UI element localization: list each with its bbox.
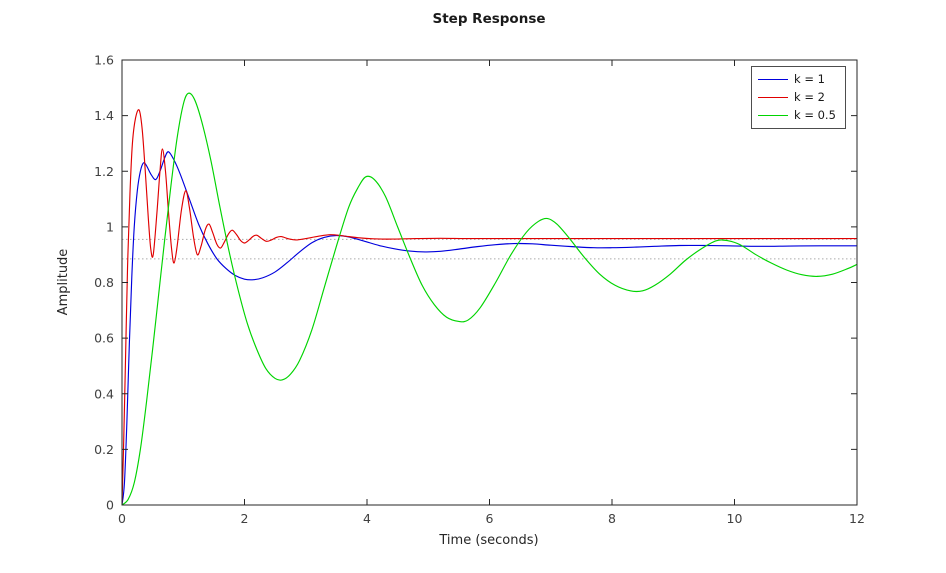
series-line-k1	[122, 151, 857, 506]
x-tick-label: 0	[118, 511, 126, 526]
series-line-k2	[122, 109, 857, 506]
y-tick-label: 0.2	[94, 442, 114, 457]
y-tick-label: 0.6	[94, 331, 114, 346]
x-tick-label: 4	[363, 511, 371, 526]
legend-label: k = 2	[794, 90, 825, 104]
legend-line-sample	[758, 96, 788, 98]
legend-line-sample	[758, 114, 788, 116]
chart-title: Step Response	[432, 11, 545, 27]
x-tick-label: 8	[608, 511, 616, 526]
y-tick-label: 1	[106, 219, 114, 234]
y-tick-label: 1.4	[94, 108, 114, 123]
legend: k = 1 k = 2 k = 0.5	[751, 66, 846, 129]
series-line-k0.5	[122, 92, 857, 506]
legend-label: k = 0.5	[794, 108, 836, 122]
y-tick-label: 1.2	[94, 164, 114, 179]
legend-item: k = 2	[758, 88, 836, 106]
legend-label: k = 1	[794, 72, 825, 86]
legend-item: k = 0.5	[758, 106, 836, 124]
y-tick-label: 0.4	[94, 386, 114, 401]
x-axis-label: Time (seconds)	[438, 533, 538, 548]
x-tick-label: 12	[849, 511, 865, 526]
legend-line-sample	[758, 78, 788, 80]
y-tick-label: 1.6	[94, 53, 114, 68]
y-tick-label: 0.8	[94, 275, 114, 290]
x-tick-label: 10	[727, 511, 743, 526]
y-tick-label: 0	[106, 498, 114, 513]
axes-box	[121, 59, 858, 506]
legend-item: k = 1	[758, 70, 836, 88]
x-tick-label: 2	[241, 511, 249, 526]
y-axis-label: Amplitude	[56, 249, 71, 316]
x-tick-label: 6	[486, 511, 494, 526]
